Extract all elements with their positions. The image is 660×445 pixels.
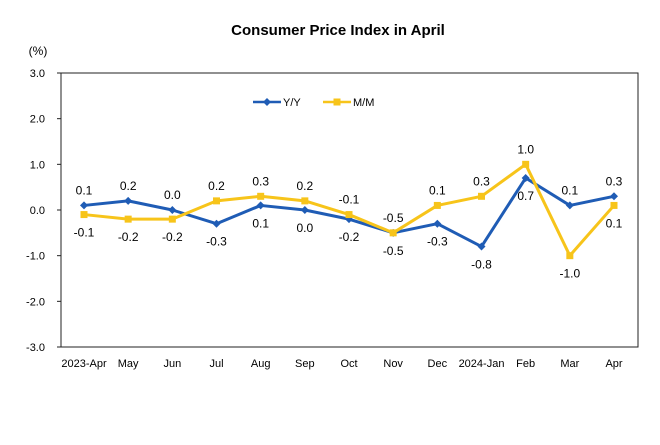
y-tick-label: -2.0 — [26, 296, 45, 308]
legend-marker — [333, 98, 341, 106]
y-tick-label: -1.0 — [26, 251, 45, 263]
data-label: 0.1 — [561, 183, 578, 197]
plot-area — [60, 72, 639, 348]
data-label: -0.5 — [383, 211, 404, 225]
chart-title: Consumer Price Index in April — [231, 22, 445, 39]
data-point — [521, 174, 530, 183]
data-label: 0.1 — [606, 216, 623, 230]
data-label: 0.3 — [252, 174, 269, 188]
x-tick-label: Feb — [516, 358, 535, 370]
data-label: 0.2 — [296, 179, 313, 193]
data-point — [389, 229, 397, 237]
data-point — [610, 201, 618, 209]
y-axis-unit: (%) — [29, 44, 48, 58]
data-label: 0.2 — [120, 179, 137, 193]
y-tick-label: 2.0 — [30, 114, 45, 126]
data-point — [301, 197, 309, 205]
data-point — [212, 219, 221, 228]
data-point — [80, 211, 88, 219]
data-label: -0.2 — [118, 230, 139, 244]
axes: 3.0 2.0 1.0 0.0 -1.0 -2.0 -3.0 2023-Apr May Jun Ju… — [26, 68, 623, 370]
data-label: -0.2 — [339, 230, 360, 244]
data-label: 1.0 — [517, 142, 534, 156]
data-point — [300, 206, 309, 214]
data-point — [433, 201, 441, 209]
data-label: -0.3 — [427, 235, 448, 249]
data-label: -0.5 — [383, 244, 404, 258]
legend: Y/Y M/M — [253, 97, 374, 109]
x-tick-label: Oct — [340, 358, 357, 370]
data-label: 0.3 — [473, 174, 490, 188]
data-label: 0.2 — [208, 179, 225, 193]
data-point — [478, 192, 485, 200]
data-point — [213, 197, 220, 205]
x-tick-label: Aug — [251, 358, 271, 370]
data-point — [565, 201, 574, 210]
series-layer: 0.1 -0.1 0.2 -0.2 0.0 -0.2 -0.3 0.2 0.1 0.3 0.0 0.2… — [74, 142, 623, 280]
data-point — [80, 201, 88, 210]
data-point — [345, 211, 353, 219]
data-point — [566, 252, 574, 260]
x-tick-label: 2024-Jan — [459, 358, 505, 370]
y-tick-label: -3.0 — [26, 342, 45, 354]
data-label: -0.2 — [162, 230, 183, 244]
y-tick-label: 1.0 — [30, 159, 45, 171]
x-tick-label: 2023-Apr — [61, 358, 107, 370]
legend-marker — [263, 98, 271, 106]
x-tick-label: Jun — [163, 358, 181, 370]
data-point — [168, 206, 177, 214]
data-point — [124, 215, 132, 223]
data-point — [433, 219, 442, 228]
data-label: -0.1 — [339, 193, 360, 207]
data-point — [522, 160, 530, 168]
x-tick-label: Dec — [428, 358, 448, 370]
data-point — [477, 242, 486, 251]
y-tick-label: 0.0 — [30, 205, 45, 217]
data-point — [124, 196, 133, 205]
series-y-y — [80, 174, 618, 251]
data-label: -1.0 — [559, 267, 580, 281]
data-point — [256, 201, 265, 210]
data-label: -0.1 — [74, 226, 95, 240]
x-tick-label: Nov — [383, 358, 403, 370]
data-point — [257, 192, 265, 200]
legend-label: Y/Y — [283, 97, 301, 109]
series-m-m — [80, 160, 618, 260]
x-tick-label: May — [118, 358, 139, 370]
data-point — [168, 215, 176, 223]
data-label: -0.3 — [206, 235, 227, 249]
data-label: -0.8 — [471, 258, 492, 272]
x-tick-label: Mar — [560, 358, 579, 370]
data-label: 0.1 — [252, 216, 269, 230]
data-label: 0.0 — [164, 188, 181, 202]
x-tick-label: Jul — [209, 358, 223, 370]
legend-label: M/M — [353, 97, 374, 109]
data-label: 0.7 — [517, 189, 534, 203]
x-tick-label: Apr — [605, 358, 622, 370]
data-label: 0.1 — [429, 183, 446, 197]
x-tick-label: Sep — [295, 358, 315, 370]
y-tick-label: 3.0 — [30, 68, 45, 80]
data-label: 0.3 — [606, 174, 623, 188]
data-point — [610, 192, 618, 201]
data-label: 0.1 — [76, 183, 93, 197]
data-label: 0.0 — [296, 221, 313, 235]
